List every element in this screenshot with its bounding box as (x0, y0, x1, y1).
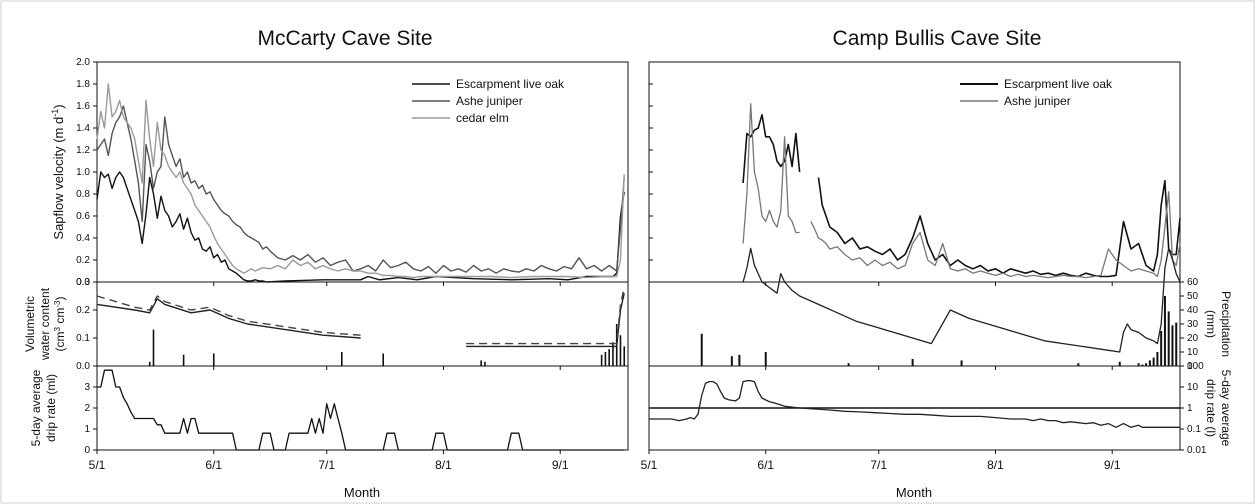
right-precip-ytick-label-1: 10 (1187, 347, 1199, 358)
left-xtick-label-3: 8/1 (435, 458, 452, 472)
left-sap-ytick-label-8: 1.6 (76, 101, 90, 112)
left-sap-ytick-label-3: 0.6 (76, 211, 90, 222)
left-sapflow-line-2 (96, 83, 625, 279)
svg-text:(mm): (mm) (1204, 310, 1218, 338)
right-sapflow-line-0-1 (817, 177, 1181, 278)
right-drip-ytick-label-4: 100 (1187, 361, 1204, 372)
right-xtick-label-3: 8/1 (987, 458, 1004, 472)
left-drip-ytick-label-3: 3 (84, 382, 90, 393)
left-xtick-label-1: 6/1 (205, 458, 222, 472)
right-precip-ytick-label-4: 40 (1187, 305, 1199, 316)
right-drip-ytick-label-0: 0.01 (1187, 445, 1207, 456)
left-sap-ytick-label-7: 1.4 (76, 123, 90, 134)
svg-text:Precipitation: Precipitation (1219, 291, 1233, 357)
right-precip-ytick-label-6: 60 (1187, 277, 1199, 288)
right-sapflow-frame (648, 61, 1181, 283)
right-precip-ytick-label-2: 20 (1187, 333, 1199, 344)
right-legend: Escarpment live oak Ashe juniper (960, 77, 1113, 108)
right-drip-ytick-label-1: 0.1 (1187, 424, 1201, 435)
title-right: Camp Bullis Cave Site (833, 27, 1042, 50)
right-xtick-label-1: 6/1 (757, 458, 774, 472)
right-xlabel: Month (896, 485, 932, 500)
svg-text:water content: water content (38, 287, 52, 361)
right-sapflow-line-1-1 (810, 191, 1181, 279)
left-sap-ytick-label-6: 1.2 (76, 145, 90, 156)
left-xtick-label-0: 5/1 (89, 458, 106, 472)
left-water-ylabel: Volumetric water content (cm3 cm-3) (23, 287, 67, 361)
left-sap-ytick-label-1: 0.2 (76, 255, 90, 266)
legend-label-oak-left: Escarpment live oak (456, 77, 565, 91)
left-sapflow-ylabel: Sapflow velocity (m d-1) (50, 104, 66, 239)
left-drip-ytick-label-2: 2 (84, 403, 90, 414)
left-xlabel: Month (344, 485, 380, 500)
svg-text:5-day average: 5-day average (1219, 370, 1233, 447)
left-wc-ytick-label-1: 0.1 (76, 333, 90, 344)
legend-label-oak-right: Escarpment live oak (1004, 77, 1113, 91)
right-precip-ytick-label-5: 50 (1187, 291, 1199, 302)
left-wc-line-1-0 (96, 295, 361, 336)
svg-text:5-day average: 5-day average (29, 369, 43, 446)
right-precip-ytick-label-0: 0 (1187, 361, 1193, 372)
left-xtick-label-2: 7/1 (318, 458, 335, 472)
legend-label-juniper-left: Ashe juniper (456, 94, 523, 108)
left-sap-ytick-label-2: 0.4 (76, 233, 90, 244)
left-sap-ytick-label-4: 0.8 (76, 189, 90, 200)
right-drip-ytick-label-2: 1 (1187, 403, 1193, 414)
right-drip-line (649, 380, 1180, 428)
chart-marks: 5/1 6/1 7/1 8/1 9/1 5/1 6/1 7/1 8/1 9/1 0.0 0.2 0.4 0… (76, 57, 1207, 472)
right-sapflow-line-1-0 (742, 103, 800, 244)
right-water-frame (648, 281, 1181, 367)
left-drip-frame (96, 365, 629, 451)
right-xtick-label-0: 5/1 (641, 458, 658, 472)
right-drip-ytick-label-3: 10 (1187, 382, 1199, 393)
left-sap-ytick-label-9: 1.8 (76, 79, 90, 90)
left-xtick-label-4: 9/1 (552, 458, 569, 472)
left-water-frame (96, 281, 629, 367)
right-wc-line-0 (742, 247, 1181, 353)
right-drip-ylabel: 5-day average drip rate (l) (1204, 370, 1233, 447)
left-wc-ytick-label-2: 0.2 (76, 305, 90, 316)
left-wc-ytick-label-0: 0.0 (76, 361, 90, 372)
legend-label-elm-left: cedar elm (456, 111, 509, 125)
svg-text:Sapflow velocity (m d-1): Sapflow velocity (m d-1) (50, 104, 66, 239)
svg-text:drip rate (ml): drip rate (ml) (44, 374, 58, 442)
right-xtick-label-2: 7/1 (870, 458, 887, 472)
title-left: McCarty Cave Site (257, 27, 432, 50)
svg-text:drip rate (l): drip rate (l) (1204, 379, 1218, 437)
left-sap-ytick-label-10: 2.0 (76, 57, 90, 68)
left-sapflow-frame (96, 61, 629, 283)
left-wc-ytick-label-3: 0.3 (76, 277, 90, 288)
left-sapflow-line-0 (96, 171, 625, 283)
left-drip-ytick-label-1: 1 (84, 424, 90, 435)
svg-text:(cm3 cm-3): (cm3 cm-3) (53, 297, 67, 352)
left-drip-ytick-label-0: 0 (84, 445, 90, 456)
left-wc-line-0-1 (466, 293, 625, 348)
left-sapflow-line-1 (96, 105, 625, 274)
right-precip-ytick-label-3: 30 (1187, 319, 1199, 330)
left-sap-ytick-label-5: 1.0 (76, 167, 90, 178)
left-wc-line-0-0 (96, 298, 361, 339)
right-xtick-label-4: 9/1 (1104, 458, 1121, 472)
left-drip-line (97, 369, 625, 451)
legend-label-juniper-right: Ashe juniper (1004, 94, 1071, 108)
right-precip-ylabel: Precipitation (mm) (1204, 291, 1233, 357)
left-wc-line-1-1 (466, 287, 625, 345)
left-sap-ytick-label-0: 0.0 (76, 277, 90, 288)
left-drip-ylabel: 5-day average drip rate (ml) (29, 369, 58, 446)
left-legend: Escarpment live oak Ashe juniper cedar e… (412, 77, 565, 125)
svg-text:Volumetric: Volumetric (23, 296, 37, 352)
